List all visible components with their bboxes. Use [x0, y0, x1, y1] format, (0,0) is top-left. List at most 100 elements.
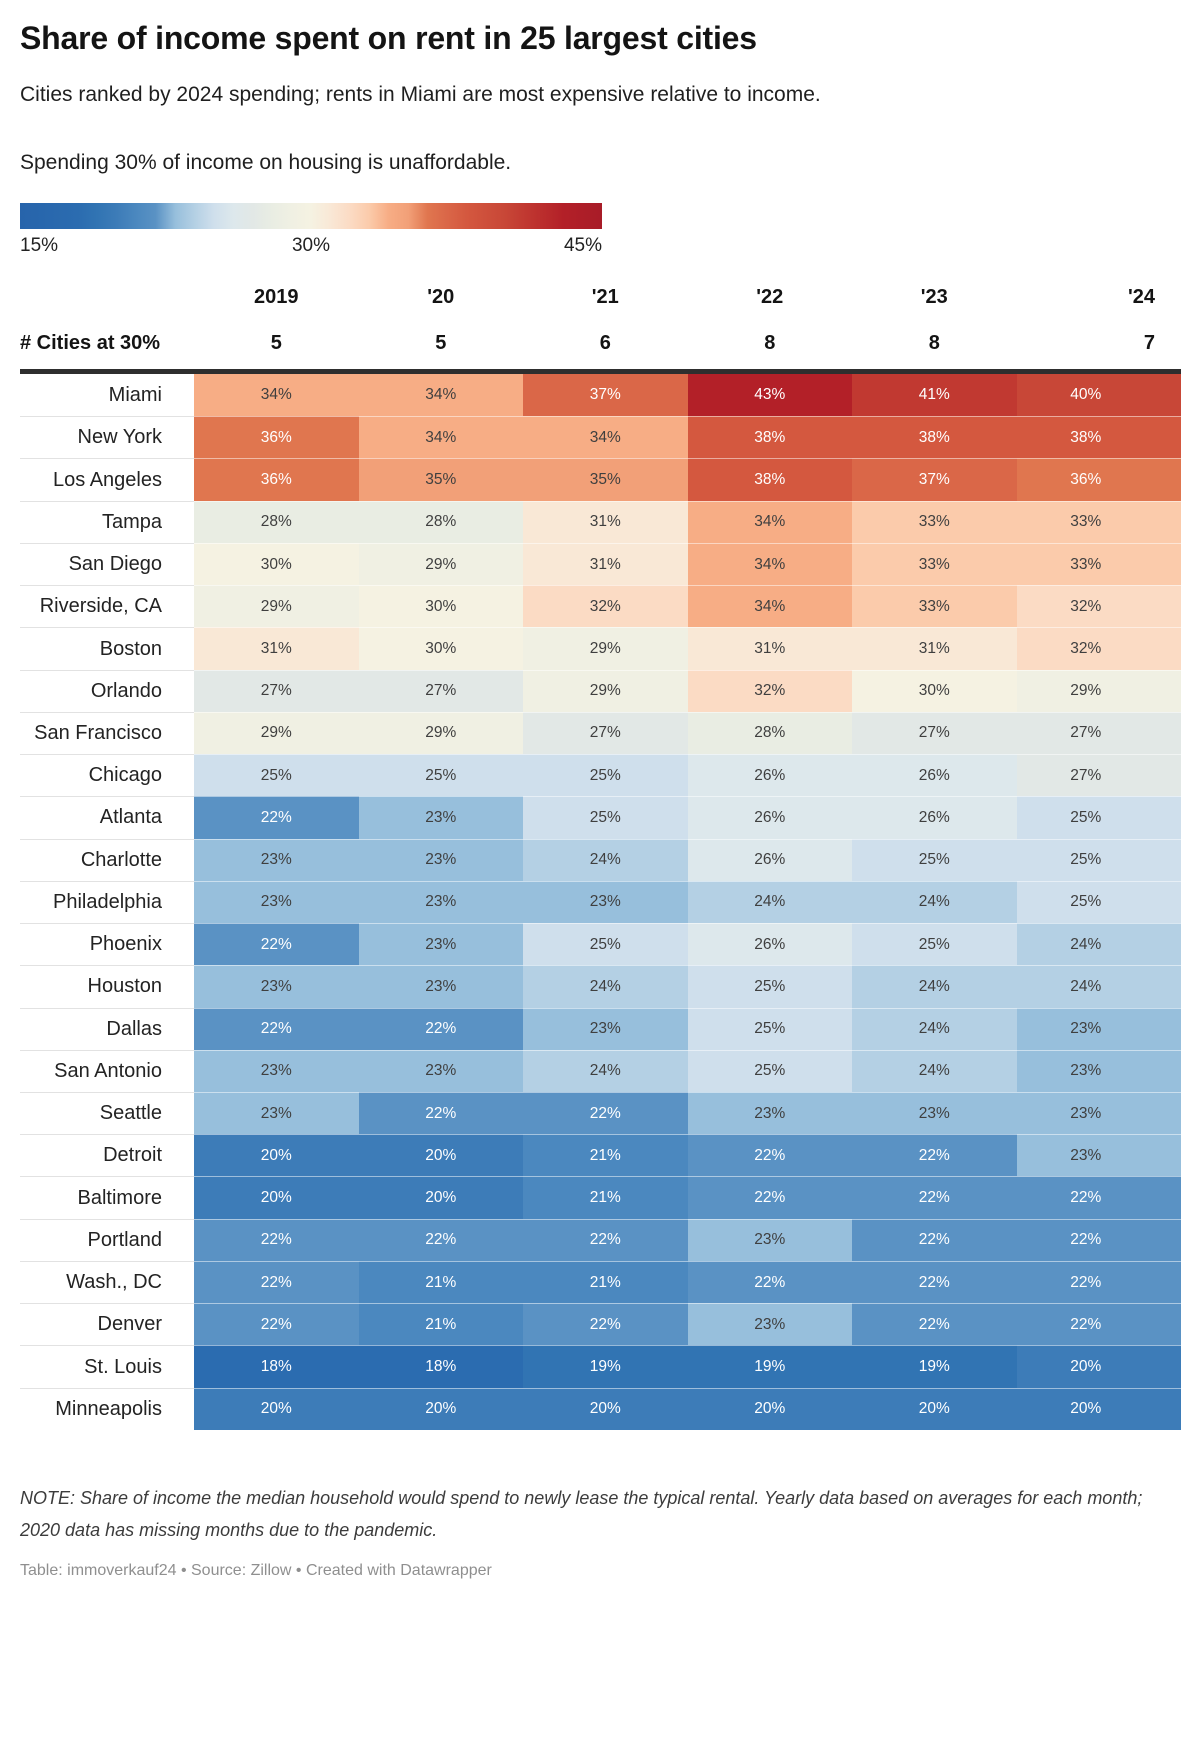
legend-gradient-bar [20, 203, 602, 229]
table-row: St. Louis 18% 18% 19% 19% 19% 20% [20, 1345, 1181, 1388]
heat-cell: 25% [1016, 838, 1181, 881]
legend-min-label: 15% [20, 235, 59, 256]
city-label: Portland [20, 1218, 194, 1261]
heat-cell: 25% [194, 754, 359, 797]
heat-cell: 19% [852, 1345, 1017, 1388]
heat-cell: 23% [1016, 1049, 1181, 1092]
heat-cell: 41% [852, 374, 1017, 417]
heat-cell: 29% [194, 711, 359, 755]
heat-cell: 22% [358, 1091, 523, 1135]
heat-cell: 29% [1016, 669, 1181, 712]
heat-cell: 22% [523, 1218, 688, 1261]
year-header: '22 [756, 285, 784, 308]
city-label: Dallas [20, 1007, 194, 1050]
city-label: St. Louis [20, 1345, 194, 1387]
heat-cell: 29% [194, 585, 359, 628]
table-row: San Antonio 23% 23% 24% 25% 24% 23% [20, 1049, 1181, 1092]
heat-cell: 22% [194, 796, 359, 839]
legend-mid-label: 30% [291, 235, 331, 256]
heat-cell: 22% [687, 1176, 852, 1219]
heat-cell: 33% [852, 585, 1017, 628]
heat-cell: 23% [687, 1218, 852, 1261]
heat-cell: 25% [687, 1007, 852, 1050]
year-header: '23 [920, 285, 948, 308]
heat-cell: 24% [1016, 965, 1181, 1008]
heat-cell: 35% [523, 458, 688, 501]
count-value: 7 [1143, 331, 1155, 354]
city-label: Chicago [20, 754, 194, 796]
count-value: 8 [928, 331, 940, 354]
table-row: Miami 34% 34% 37% 43% 41% 40% [20, 374, 1181, 417]
heat-cell: 31% [523, 500, 688, 543]
year-header: 2019 [254, 285, 299, 308]
heat-cell: 23% [194, 1091, 359, 1135]
heat-cell: 30% [358, 627, 523, 670]
heat-cell: 22% [523, 1303, 688, 1346]
heat-cell: 23% [194, 1049, 359, 1092]
heat-cell: 35% [358, 458, 523, 501]
heat-cell: 21% [523, 1176, 688, 1219]
table-row: San Francisco 29% 29% 27% 28% 27% 27% [20, 711, 1181, 755]
city-label: Orlando [20, 669, 194, 712]
heat-cell: 20% [523, 1387, 688, 1430]
heatmap-table: 2019 '20 '21 '22 '23 '24 # Cities at 30% 5 5 6 8 8… [20, 277, 1181, 1430]
heat-cell: 21% [523, 1260, 688, 1304]
footer-credit: Table: immoverkauf24 • Source: Zillow • … [20, 1561, 492, 1579]
heat-cell: 31% [523, 542, 688, 586]
table-row: Philadelphia 23% 23% 23% 24% 24% 25% [20, 880, 1181, 924]
heat-cell: 29% [523, 669, 688, 712]
heat-cell: 33% [852, 542, 1017, 586]
heat-cell: 24% [852, 880, 1017, 924]
city-label: Philadelphia [20, 880, 194, 923]
heat-cell: 22% [358, 1007, 523, 1050]
heat-cell: 23% [1016, 1007, 1181, 1050]
heat-cell: 27% [194, 669, 359, 712]
heat-cell: 32% [687, 669, 852, 712]
page-subtitle: Cities ranked by 2024 spending; rents in… [20, 83, 821, 106]
city-label: Baltimore [20, 1176, 194, 1218]
heat-cell: 22% [194, 1260, 359, 1304]
heat-cell: 21% [523, 1134, 688, 1177]
heat-cell: 43% [687, 374, 852, 417]
heat-cell: 25% [523, 754, 688, 797]
year-header: '21 [591, 285, 619, 308]
heat-cell: 23% [687, 1091, 852, 1135]
table-row: Charlotte 23% 23% 24% 26% 25% 25% [20, 838, 1181, 881]
heat-cell: 26% [687, 838, 852, 881]
heat-cell: 34% [687, 500, 852, 543]
table-row: Baltimore 20% 20% 21% 22% 22% 22% [20, 1176, 1181, 1219]
heat-cell: 18% [358, 1345, 523, 1388]
heat-cell: 23% [687, 1303, 852, 1346]
heat-cell: 34% [358, 374, 523, 417]
heat-cell: 22% [194, 1007, 359, 1050]
heat-cell: 38% [687, 416, 852, 459]
heat-cell: 26% [687, 923, 852, 966]
heat-cell: 30% [358, 585, 523, 628]
table-row: Chicago 25% 25% 25% 26% 26% 27% [20, 754, 1181, 797]
counts-label: # Cities at 30% [20, 331, 161, 354]
table-row: Dallas 22% 22% 23% 25% 24% 23% [20, 1007, 1181, 1050]
table-row: Phoenix 22% 23% 25% 26% 25% 24% [20, 923, 1181, 966]
city-label: Detroit [20, 1134, 194, 1176]
heat-cell: 21% [358, 1303, 523, 1346]
city-label: San Diego [20, 542, 194, 585]
year-row-spacer [20, 277, 194, 317]
heat-cell: 21% [358, 1260, 523, 1304]
city-label: Miami [108, 383, 162, 406]
heat-cell: 25% [687, 1049, 852, 1092]
heat-cell: 22% [1016, 1303, 1181, 1346]
table-row: Denver 22% 21% 22% 23% 22% 22% [20, 1303, 1181, 1346]
cities-at-30-row: # Cities at 30% 5 5 6 8 8 7 [20, 317, 1181, 369]
count-value: 5 [435, 331, 447, 354]
heat-cell: 38% [1016, 416, 1181, 459]
heat-cell: 22% [194, 923, 359, 966]
heat-cell: 22% [852, 1134, 1017, 1177]
heat-cell: 26% [852, 796, 1017, 839]
heat-cell: 25% [358, 754, 523, 797]
heat-cell: 24% [852, 1049, 1017, 1092]
heat-cell: 24% [687, 880, 852, 924]
heat-cell: 34% [687, 585, 852, 628]
table-row: Atlanta 22% 23% 25% 26% 26% 25% [20, 796, 1181, 839]
heat-cell: 30% [852, 669, 1017, 712]
heat-cell: 22% [1016, 1260, 1181, 1304]
